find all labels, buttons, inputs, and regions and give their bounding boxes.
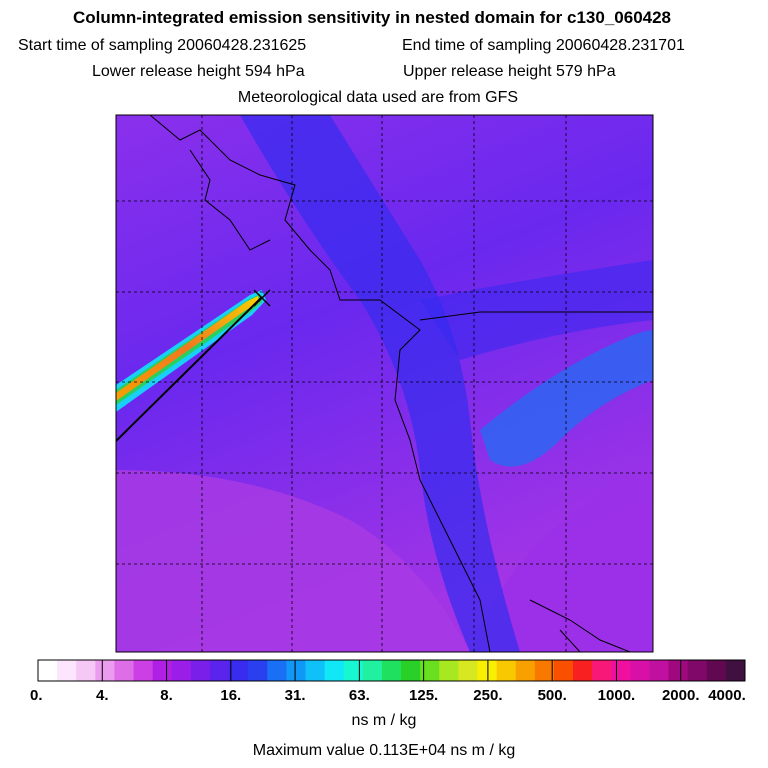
maximum-value-label: Maximum value 0.113E+04 ns m / kg	[253, 742, 516, 759]
colorbar-tick-label: 500.	[538, 687, 567, 704]
colorbar-tick-labels: 0. 4. 8. 16. 31. 63. 125. 250. 500. 1000. 2000. 400…	[30, 687, 746, 704]
unit-label: ns m / kg	[352, 712, 417, 729]
upper-release-label: Upper release height 579 hPa	[403, 63, 616, 80]
colorbar-swatch	[477, 660, 498, 681]
colorbar-swatch	[706, 660, 727, 681]
colorbar-swatch	[114, 660, 135, 681]
colorbar	[37, 659, 746, 682]
colorbar-tick-label: 31.	[285, 687, 306, 704]
colorbar-tick-label: 2000.	[662, 687, 700, 704]
colorbar-swatch	[305, 660, 326, 681]
map-field	[116, 115, 653, 652]
colorbar-swatch	[458, 660, 478, 681]
colorbar-swatch	[229, 660, 249, 681]
end-time-label: End time of sampling 20060428.231701	[402, 37, 685, 54]
colorbar-tick-label: 16.	[220, 687, 241, 704]
colorbar-swatch	[630, 660, 650, 681]
colorbar-swatch	[209, 660, 230, 681]
colorbar-tick-label: 4000.	[708, 687, 746, 704]
colorbar-tick-label: 8.	[160, 687, 173, 704]
colorbar-swatch	[171, 660, 192, 681]
colorbar-tick-label: 4.	[96, 687, 109, 704]
colorbar-tick-label: 1000.	[598, 687, 636, 704]
colorbar-swatch	[324, 660, 345, 681]
lower-release-label: Lower release height 594 hPa	[92, 63, 305, 80]
colorbar-swatch	[343, 660, 364, 681]
colorbar-swatch	[553, 660, 574, 681]
colorbar-swatch	[38, 660, 58, 681]
colorbar-swatch	[687, 660, 708, 681]
colorbar-swatch	[534, 660, 555, 681]
colorbar-swatch	[573, 660, 593, 681]
colorbar-swatch	[362, 660, 383, 681]
map-frame	[115, 114, 654, 653]
colorbar-tick-label: 0.	[30, 687, 43, 704]
colorbar-swatch	[420, 660, 440, 681]
colorbar-tick-label: 250.	[473, 687, 502, 704]
colorbar-swatch	[725, 660, 746, 681]
colorbar-swatch	[248, 660, 268, 681]
colorbar-swatch	[592, 660, 612, 681]
colorbar-swatch	[496, 660, 517, 681]
start-time-label: Start time of sampling 20060428.231625	[18, 37, 306, 54]
colorbar-swatch	[649, 660, 670, 681]
colorbar-swatch	[439, 660, 459, 681]
chart-title: Column-integrated emission sensitivity i…	[73, 8, 671, 27]
colorbar-swatch	[401, 660, 421, 681]
colorbar-swatch	[76, 660, 96, 681]
release-point-marker	[253, 289, 271, 307]
colorbar-swatch	[95, 660, 115, 681]
colorbar-swatch	[152, 660, 173, 681]
colorbar-swatch	[381, 660, 402, 681]
colorbar-swatch	[515, 660, 536, 681]
colorbar-swatch	[57, 660, 77, 681]
colorbar-swatch	[286, 660, 307, 681]
colorbar-swatch	[190, 660, 211, 681]
trajectory-line	[116, 296, 263, 442]
colorbar-tick-label: 63.	[349, 687, 370, 704]
colorbar-tick-label: 125.	[409, 687, 438, 704]
colorbar-swatch	[611, 660, 631, 681]
colorbar-swatch	[133, 660, 154, 681]
colorbar-swatch	[267, 660, 287, 681]
colorbar-swatch	[668, 660, 689, 681]
met-data-label: Meteorological data used are from GFS	[238, 89, 518, 106]
